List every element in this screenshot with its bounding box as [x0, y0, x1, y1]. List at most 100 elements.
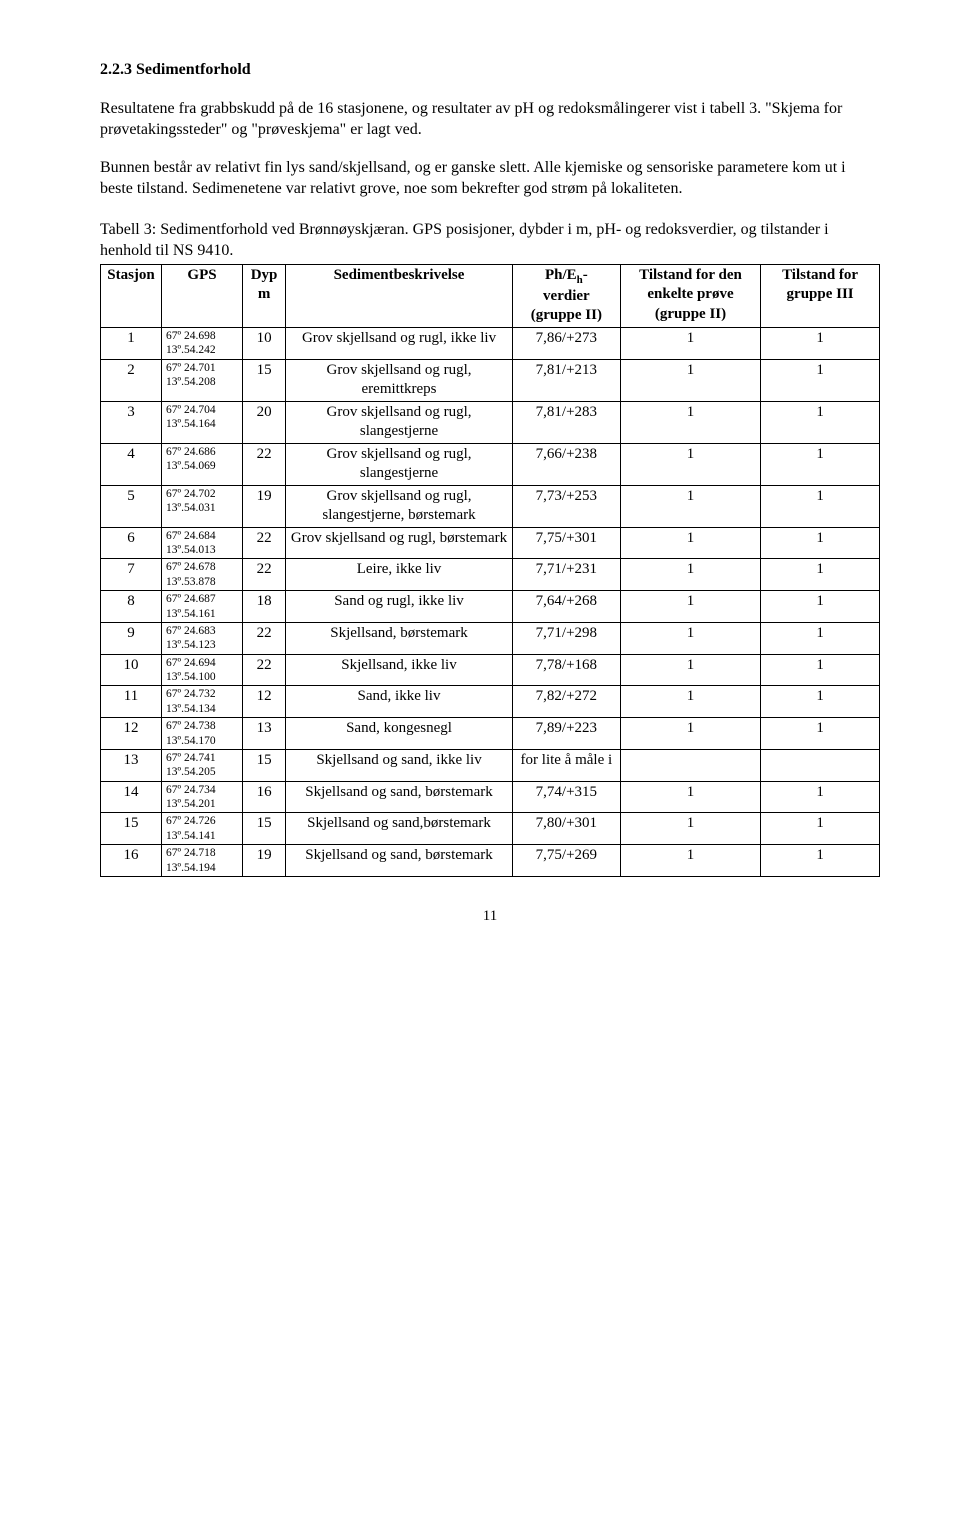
cell-stasjon: 13	[101, 749, 162, 781]
cell-gps: 67º 24.72613º.54.141	[162, 813, 243, 845]
cell-t2: 1	[620, 359, 760, 401]
cell-t2: 1	[620, 591, 760, 623]
cell-t3: 1	[761, 686, 880, 718]
cell-t3	[761, 749, 880, 781]
cell-t2: 1	[620, 686, 760, 718]
cell-dyp: 22	[242, 443, 285, 485]
cell-gps: 67º 24.68713º.54.161	[162, 591, 243, 623]
cell-ph: 7,64/+268	[512, 591, 620, 623]
cell-desc: Skjellsand og sand,børstemark	[286, 813, 513, 845]
cell-dyp: 16	[242, 781, 285, 813]
cell-stasjon: 11	[101, 686, 162, 718]
section-heading: 2.2.3 Sedimentforhold	[100, 60, 880, 81]
cell-t3: 1	[761, 718, 880, 750]
cell-t2: 1	[620, 559, 760, 591]
th-ph-l1b: -	[583, 267, 588, 283]
th-ph-l2: verdier	[543, 288, 590, 304]
cell-stasjon: 7	[101, 559, 162, 591]
th-t2: Tilstand for den enkelte prøve (gruppe I…	[620, 264, 760, 327]
table-row: 1467º 24.73413º.54.20116Skjellsand og sa…	[101, 781, 880, 813]
cell-dyp: 22	[242, 559, 285, 591]
th-dyp: Dyp m	[242, 264, 285, 327]
cell-gps: 67º 24.69813º.54.242	[162, 327, 243, 359]
cell-desc: Grov skjellsand og rugl, ikke liv	[286, 327, 513, 359]
cell-desc: Skjellsand og sand, børstemark	[286, 781, 513, 813]
cell-stasjon: 8	[101, 591, 162, 623]
cell-ph: 7,75/+269	[512, 845, 620, 877]
paragraph-2: Bunnen består av relativt fin lys sand/s…	[100, 158, 880, 200]
cell-dyp: 15	[242, 749, 285, 781]
table-row: 767º 24.67813º.53.87822Leire, ikke liv7,…	[101, 559, 880, 591]
cell-gps: 67º 24.68613º.54.069	[162, 443, 243, 485]
cell-t2: 1	[620, 718, 760, 750]
table-row: 667º 24.68413º.54.01322Grov skjellsand o…	[101, 527, 880, 559]
cell-dyp: 22	[242, 527, 285, 559]
table-row: 1367º 24.74113º.54.20515Skjellsand og sa…	[101, 749, 880, 781]
cell-ph: 7,86/+273	[512, 327, 620, 359]
cell-t2: 1	[620, 813, 760, 845]
cell-dyp: 19	[242, 845, 285, 877]
table-row: 1167º 24.73213º.54.13412Sand, ikke liv7,…	[101, 686, 880, 718]
cell-gps: 67º 24.67813º.53.878	[162, 559, 243, 591]
cell-desc: Skjellsand, børstemark	[286, 622, 513, 654]
cell-stasjon: 16	[101, 845, 162, 877]
cell-t3: 1	[761, 401, 880, 443]
cell-dyp: 18	[242, 591, 285, 623]
cell-t3: 1	[761, 591, 880, 623]
table-row: 967º 24.68313º.54.12322Skjellsand, børst…	[101, 622, 880, 654]
cell-t2: 1	[620, 654, 760, 686]
cell-ph: 7,81/+213	[512, 359, 620, 401]
cell-dyp: 13	[242, 718, 285, 750]
table-row: 267º 24.70113º.54.20815Grov skjellsand o…	[101, 359, 880, 401]
cell-ph: 7,74/+315	[512, 781, 620, 813]
cell-t3: 1	[761, 485, 880, 527]
cell-t3: 1	[761, 327, 880, 359]
page-number: 11	[100, 907, 880, 927]
cell-stasjon: 2	[101, 359, 162, 401]
cell-t3: 1	[761, 845, 880, 877]
cell-stasjon: 1	[101, 327, 162, 359]
cell-gps: 67º 24.70413º.54.164	[162, 401, 243, 443]
cell-ph: 7,80/+301	[512, 813, 620, 845]
table-row: 567º 24.70213º.54.03119Grov skjellsand o…	[101, 485, 880, 527]
cell-gps: 67º 24.71813º.54.194	[162, 845, 243, 877]
cell-dyp: 12	[242, 686, 285, 718]
cell-dyp: 22	[242, 622, 285, 654]
cell-gps: 67º 24.73413º.54.201	[162, 781, 243, 813]
table-row: 1267º 24.73813º.54.17013Sand, kongesnegl…	[101, 718, 880, 750]
table-row: 1567º 24.72613º.54.14115Skjellsand og sa…	[101, 813, 880, 845]
cell-ph: 7,89/+223	[512, 718, 620, 750]
th-t3-l1: Tilstand for	[782, 267, 858, 283]
cell-t2: 1	[620, 527, 760, 559]
cell-gps: 67º 24.69413º.54.100	[162, 654, 243, 686]
cell-gps: 67º 24.68413º.54.013	[162, 527, 243, 559]
table-row: 167º 24.69813º.54.24210Grov skjellsand o…	[101, 327, 880, 359]
th-dyp-l1: Dyp	[251, 267, 278, 283]
cell-stasjon: 14	[101, 781, 162, 813]
cell-desc: Grov skjellsand og rugl, eremittkreps	[286, 359, 513, 401]
th-t2-l1: Tilstand for den	[639, 267, 742, 283]
cell-t2: 1	[620, 401, 760, 443]
cell-gps: 67º 24.70213º.54.031	[162, 485, 243, 527]
cell-t3: 1	[761, 359, 880, 401]
th-t3: Tilstand for gruppe III	[761, 264, 880, 327]
cell-t2: 1	[620, 781, 760, 813]
th-dyp-l2: m	[258, 286, 271, 302]
cell-t2: 1	[620, 845, 760, 877]
cell-desc: Sand, ikke liv	[286, 686, 513, 718]
cell-t3: 1	[761, 443, 880, 485]
cell-stasjon: 9	[101, 622, 162, 654]
cell-dyp: 22	[242, 654, 285, 686]
cell-desc: Grov skjellsand og rugl, slangestjerne, …	[286, 485, 513, 527]
cell-dyp: 20	[242, 401, 285, 443]
cell-ph: 7,81/+283	[512, 401, 620, 443]
cell-gps: 67º 24.70113º.54.208	[162, 359, 243, 401]
table-caption: Tabell 3: Sedimentforhold ved Brønnøyskj…	[100, 220, 880, 262]
cell-dyp: 10	[242, 327, 285, 359]
th-ph-l1: Ph/E	[545, 267, 577, 283]
th-ph-l3: (gruppe II)	[531, 307, 602, 323]
cell-dyp: 19	[242, 485, 285, 527]
cell-gps: 67º 24.74113º.54.205	[162, 749, 243, 781]
cell-ph: 7,82/+272	[512, 686, 620, 718]
cell-ph: 7,75/+301	[512, 527, 620, 559]
